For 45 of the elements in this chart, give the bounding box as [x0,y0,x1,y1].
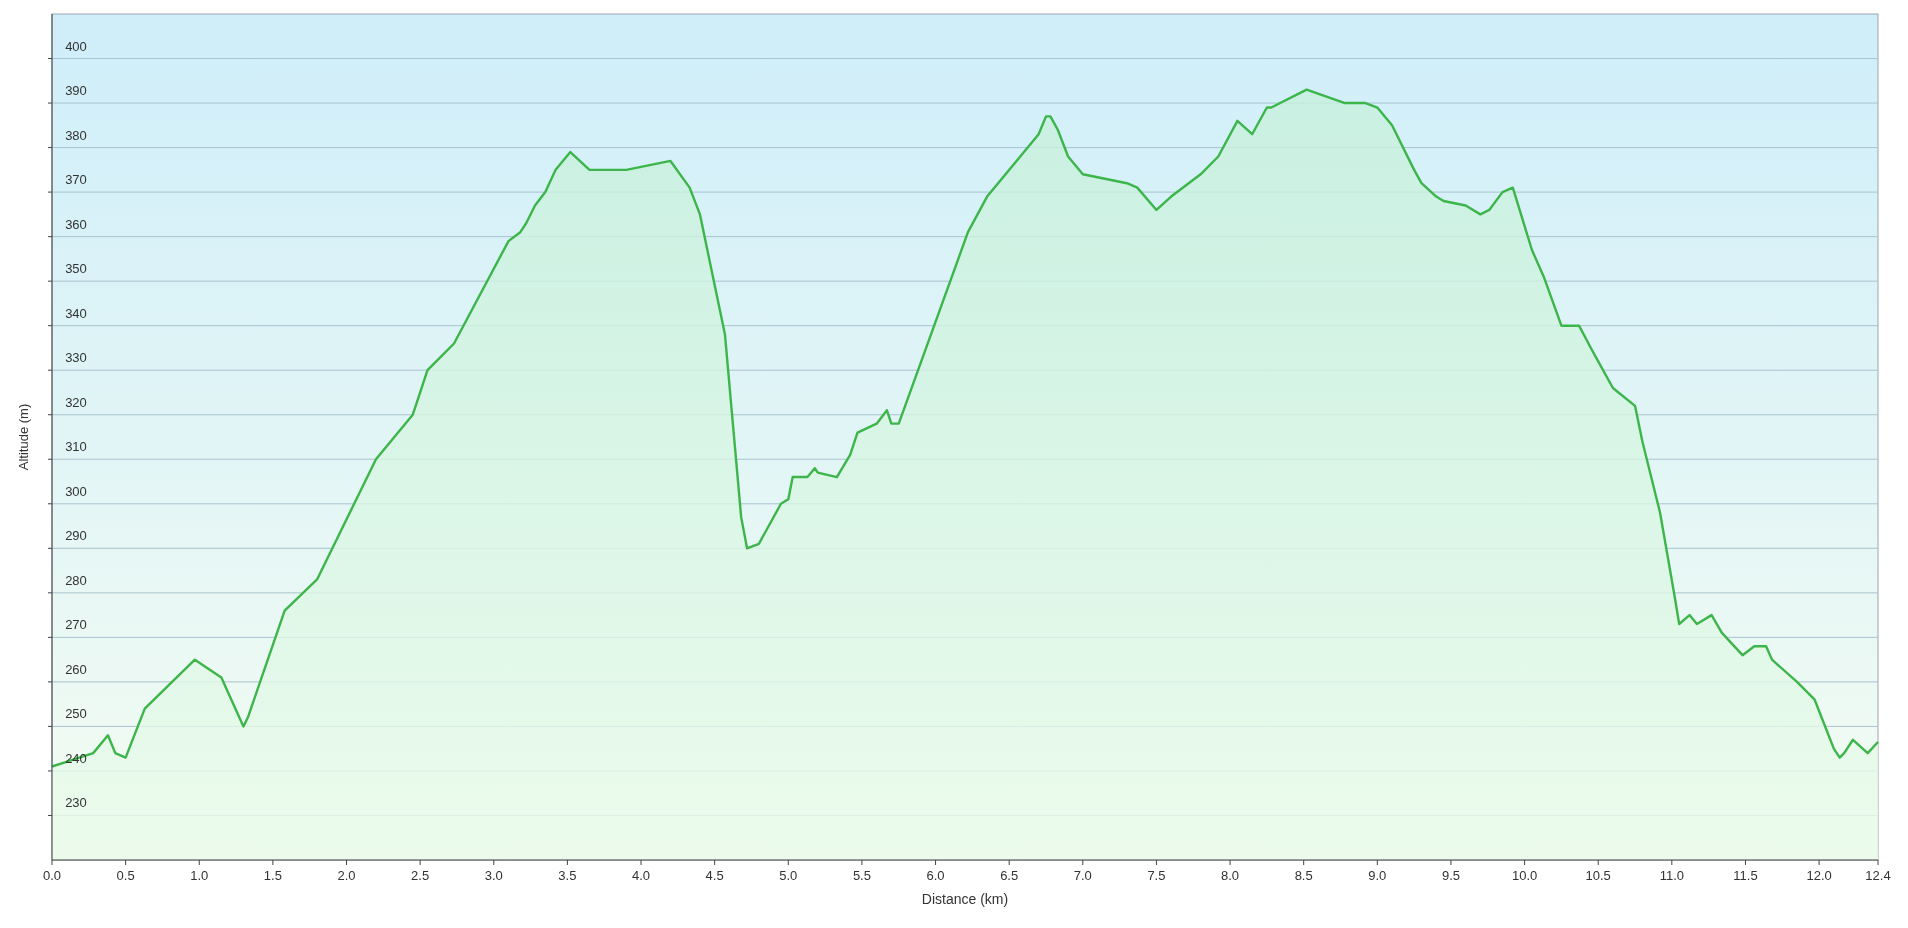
x-tick-label: 0.5 [116,868,135,883]
x-tick-label: 3.0 [484,868,503,883]
y-tick-label: 300 [65,483,87,499]
x-tick-label: 5.5 [852,868,871,883]
x-tick-label: 1.5 [263,868,282,883]
x-tick-label: 12.4 [1865,868,1891,883]
x-tick-label: 0.0 [42,868,62,883]
x-tick-label: 7.0 [1073,868,1092,883]
x-tick-label: 2.5 [411,868,430,883]
y-tick-label: 310 [65,439,87,455]
x-tick-label: 5.0 [779,868,798,883]
x-tick-label: 8.0 [1221,868,1240,883]
x-tick-label: 10.0 [1511,868,1538,883]
x-tick-label: 4.0 [631,868,651,883]
x-tick-label: 11.0 [1659,868,1685,883]
y-tick-label: 360 [65,216,87,232]
y-tick-label: 280 [65,572,87,588]
y-tick-label: 250 [65,706,87,722]
x-tick-label: 8.5 [1294,868,1313,883]
y-tick-label: 260 [65,661,87,677]
x-tick-label: 12.0 [1806,868,1832,883]
x-tick-label: 10.5 [1585,868,1611,883]
x-tick-label: 11.5 [1733,868,1758,883]
x-tick-label: 9.0 [1368,868,1387,883]
x-tick-label: 6.0 [926,868,945,883]
y-tick-label: 320 [65,394,87,410]
y-tick-label: 370 [65,172,87,188]
y-tick-label: 380 [65,127,87,143]
y-tick-label: 350 [65,261,87,277]
x-tick-label: 6.5 [1000,868,1019,883]
x-tick-label: 4.5 [705,868,724,883]
x-tick-label: 7.5 [1147,868,1166,883]
x-tick-label: 1.0 [190,868,209,883]
y-tick-label: 230 [65,795,87,811]
y-tick-label: 330 [65,350,87,366]
y-tick-label: 270 [65,617,87,633]
x-tick-label: 3.5 [558,868,577,883]
y-tick-label: 390 [65,83,87,99]
y-tick-label: 400 [65,38,87,54]
y-axis-title: Altitude (m) [16,403,31,471]
x-tick-label: 2.0 [337,868,356,883]
y-tick-label: 290 [65,528,87,544]
y-tick-label: 340 [65,305,87,321]
x-axis-title: Distance (km) [921,891,1009,907]
x-tick-label: 9.5 [1441,868,1460,883]
